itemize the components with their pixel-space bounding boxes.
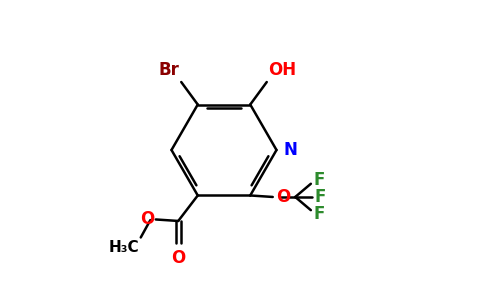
Text: O: O [171, 249, 185, 267]
Text: F: F [313, 171, 325, 189]
Text: F: F [315, 188, 326, 206]
Text: N: N [283, 141, 297, 159]
Text: O: O [140, 210, 154, 228]
Text: O: O [276, 188, 290, 206]
Text: OH: OH [268, 61, 296, 79]
Text: F: F [313, 205, 325, 223]
Text: Br: Br [159, 61, 180, 79]
Text: H₃C: H₃C [108, 241, 139, 256]
